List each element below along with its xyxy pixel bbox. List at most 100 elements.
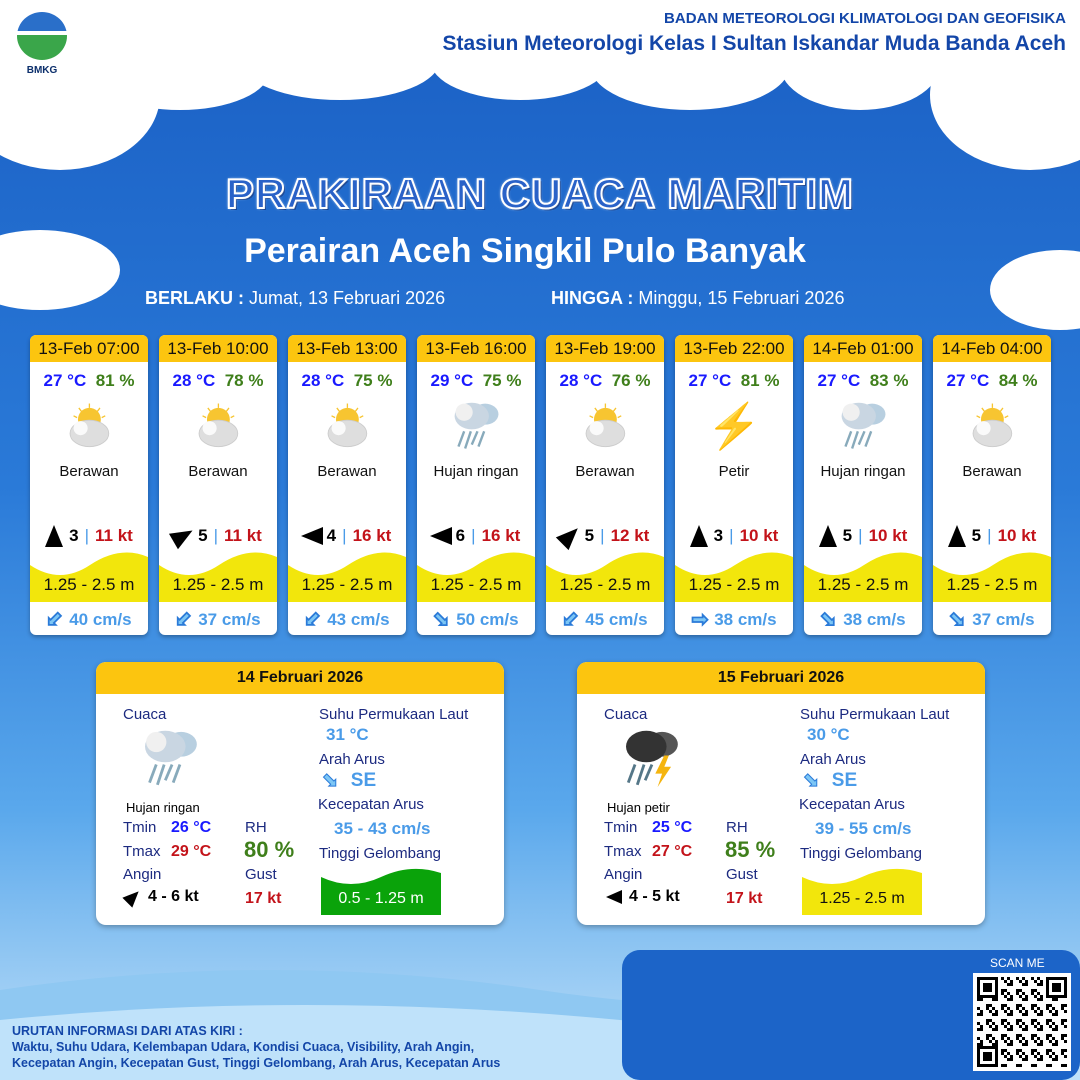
cloud-decoration xyxy=(590,20,790,110)
wind-speed: 5 xyxy=(198,526,208,545)
label-kec: Kecepatan Arus xyxy=(318,796,424,813)
wind-direction-icon xyxy=(429,527,452,545)
gust-value: 17 kt xyxy=(245,890,282,907)
daily-date: 14 Februari 2026 xyxy=(96,662,504,694)
current-speed: 37 cm/s xyxy=(198,609,261,629)
label-tmin: Tmin xyxy=(123,819,157,836)
weather-condition: Berawan xyxy=(59,463,119,480)
wave-shape xyxy=(30,552,148,602)
partly-cloudy-icon xyxy=(327,403,367,447)
rh-value: 85 % xyxy=(725,837,776,862)
forecast-time: 14-Feb 01:00 xyxy=(804,335,922,362)
humidity: 83 % xyxy=(869,371,909,390)
cloud-decoration xyxy=(240,20,440,100)
cloud-decoration xyxy=(930,20,1080,170)
weather-condition: Hujan ringan xyxy=(433,463,519,480)
wind-range: 4 - 6 kt xyxy=(148,888,199,905)
current-direction-icon: ➡ xyxy=(169,605,198,633)
current-direction-icon: ➡ xyxy=(814,606,843,634)
forecast-time: 13-Feb 07:00 xyxy=(30,335,148,362)
current-speed: 45 cm/s xyxy=(585,609,648,629)
gust-speed: 12 kt xyxy=(610,526,650,545)
light-rain-icon xyxy=(842,403,886,450)
wind-direction-icon xyxy=(45,525,64,547)
wind-direction-icon xyxy=(122,886,144,908)
daily-condition: Hujan petir xyxy=(607,800,670,815)
wave-height: 1.25 - 2.5 m xyxy=(817,575,909,594)
thunderstorm-icon xyxy=(626,730,678,788)
valid-from: BERLAKU : Jumat, 13 Februari 2026 xyxy=(145,288,446,308)
wind-direction-icon xyxy=(947,525,966,547)
humidity: 78 % xyxy=(224,371,264,390)
gust-speed: 10 kt xyxy=(997,526,1037,545)
label-gust: Gust xyxy=(726,866,758,883)
label-sst: Suhu Permukaan Laut xyxy=(800,706,950,723)
wave-shape xyxy=(933,552,1051,602)
weather-condition: Berawan xyxy=(962,463,1022,480)
label-tmin: Tmin xyxy=(604,819,638,836)
qr-code[interactable] xyxy=(973,973,1071,1071)
humidity: 84 % xyxy=(998,371,1038,390)
weather-condition: Petir xyxy=(718,463,750,480)
current-direction-icon: ➡ xyxy=(427,606,456,634)
wave-shape xyxy=(288,552,406,602)
wave-shape xyxy=(417,552,535,602)
current-speed: 37 cm/s xyxy=(972,609,1035,629)
partly-cloudy-icon xyxy=(972,403,1012,447)
daily-date: 15 Februari 2026 xyxy=(577,662,985,694)
wind-direction-icon xyxy=(689,525,708,547)
wave-height: 1.25 - 2.5 m xyxy=(43,575,135,594)
tmax-value: 29 °C xyxy=(171,843,212,860)
air-temp: 28 °C xyxy=(301,371,345,390)
current-speed: 50 cm/s xyxy=(456,609,519,629)
gust-speed: 10 kt xyxy=(868,526,908,545)
wind-direction-icon xyxy=(555,521,584,551)
weather-condition: Berawan xyxy=(188,463,248,480)
wave-height: 1.25 - 2.5 m xyxy=(946,575,1038,594)
label-tinggi: Tinggi Gelombang xyxy=(800,845,923,862)
label-tmax: Tmax xyxy=(604,843,642,860)
forecast-time: 13-Feb 10:00 xyxy=(159,335,277,362)
humidity: 75 % xyxy=(482,371,522,390)
air-temp: 29 °C xyxy=(430,371,474,390)
partly-cloudy-icon xyxy=(585,403,625,447)
current-direction-icon: ➡ xyxy=(40,605,69,633)
current-speed: 38 cm/s xyxy=(843,609,906,629)
label-sst: Suhu Permukaan Laut xyxy=(319,706,469,723)
wind-speed: 6 xyxy=(455,526,466,545)
sea-waves xyxy=(0,950,1080,1080)
valid-to: HINGGA : Minggu, 15 Februari 2026 xyxy=(551,288,845,308)
forecast-card: 13-Feb 10:00 28 °C 78 % Berawan 5 | 11 kt … xyxy=(159,335,277,635)
label-rh: RH xyxy=(245,819,267,836)
current-speed-range: 35 - 43 cm/s xyxy=(334,819,431,838)
wind-speed: 5 xyxy=(584,526,595,545)
forecast-time: 13-Feb 13:00 xyxy=(288,335,406,362)
forecast-card: 13-Feb 19:00 28 °C 76 % Berawan 5 | 12 kt … xyxy=(546,335,664,635)
air-temp: 28 °C xyxy=(559,371,603,390)
wind-direction-icon xyxy=(606,890,622,904)
org-name: BADAN METEOROLOGI KLIMATOLOGI DAN GEOFIS… xyxy=(664,10,1066,27)
gust-speed: 11 kt xyxy=(95,526,133,545)
current-direction-icon: ➡ xyxy=(943,606,972,634)
current-direction-icon: ➡ xyxy=(298,605,327,633)
wave-height: 1.25 - 2.5 m xyxy=(430,575,522,594)
weather-condition: Berawan xyxy=(575,463,635,480)
air-temp: 27 °C xyxy=(817,371,861,390)
label-angin: Angin xyxy=(604,866,643,883)
forecast-card: 14-Feb 04:00 27 °C 84 % Berawan 5 | 10 kt … xyxy=(933,335,1051,635)
label-gust: Gust xyxy=(245,866,277,883)
wind-speed: 5 xyxy=(842,526,853,545)
station-name: Stasiun Meteorologi Kelas I Sultan Iskan… xyxy=(442,32,1066,55)
tmax-value: 27 °C xyxy=(652,843,693,860)
wind-speed: 4 xyxy=(326,526,337,545)
forecast-card: 13-Feb 13:00 28 °C 75 % Berawan 4 | 16 kt … xyxy=(288,335,406,635)
scan-label: SCAN ME xyxy=(990,956,1045,970)
air-temp: 27 °C xyxy=(688,371,732,390)
forecast-time: 13-Feb 22:00 xyxy=(675,335,793,362)
forecast-card: 14-Feb 01:00 27 °C 83 % Hujan ringan 5 | 1… xyxy=(804,335,922,635)
sst-value: 31 °C xyxy=(326,725,369,744)
wind-speed: 3 xyxy=(713,526,724,545)
tmin-value: 26 °C xyxy=(171,819,212,836)
label-arah: Arah Arus xyxy=(319,751,385,768)
weather-condition: Berawan xyxy=(317,463,377,480)
